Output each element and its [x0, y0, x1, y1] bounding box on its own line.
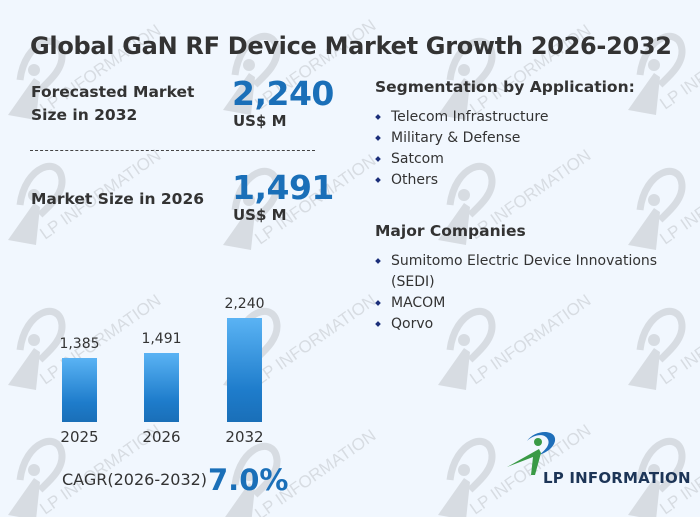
bar-value-label: 2,240 [224, 296, 265, 312]
current-value: 1,491 [232, 168, 334, 207]
lp-information-logo-icon [507, 432, 556, 475]
bar-2032 [227, 318, 262, 422]
forecast-label-line1: Forecasted Market [31, 83, 195, 101]
forecast-label: Forecasted Market Size in 2032 [31, 81, 194, 127]
lp-watermark: LP INFORMATION [620, 150, 700, 260]
list-item-text: MACOM [391, 295, 446, 311]
list-item-text: Others [391, 172, 439, 188]
list-item: MACOM [375, 293, 675, 314]
svg-text:LP INFORMATION: LP INFORMATION [656, 151, 700, 249]
companies-list: Sumitomo Electric Device Innovations (SE… [375, 251, 675, 335]
list-item: Satcom [375, 149, 548, 170]
cagr-value: 7.0% [208, 463, 289, 497]
bullet-icon [375, 258, 381, 264]
list-item-text: Satcom [391, 151, 444, 167]
current-label: Market Size in 2026 [31, 190, 205, 208]
segmentation-list: Telecom Infrastructure Military & Defense… [375, 107, 548, 191]
lp-information-logo: LP INFORMATION [505, 427, 691, 497]
list-item: Others [375, 170, 548, 191]
forecast-label-line2: Size in 2032 [31, 106, 138, 124]
bullet-icon [375, 300, 381, 306]
forecast-unit: US$ M [233, 112, 287, 130]
bullet-icon [375, 177, 381, 183]
current-unit: US$ M [233, 206, 287, 224]
x-tick-label: 2025 [60, 428, 99, 446]
page-title: Global GaN RF Device Market Growth 2026-… [30, 32, 672, 60]
list-item-text: Telecom Infrastructure [391, 109, 549, 125]
kpi-divider [30, 150, 315, 151]
bullet-icon [375, 114, 381, 120]
logo-text: LP INFORMATION [543, 469, 691, 487]
list-item: Telecom Infrastructure [375, 107, 548, 128]
bar-value-label: 1,491 [141, 331, 182, 347]
market-size-bar-chart: 1,385 2025 1,491 2026 2,240 2032 [0, 290, 300, 450]
x-tick-label: 2032 [225, 428, 264, 446]
x-tick-label: 2026 [142, 428, 181, 446]
list-item-text: Military & Defense [391, 130, 521, 146]
segmentation-title: Segmentation by Application: [375, 78, 635, 96]
bar-value-label: 1,385 [59, 336, 100, 352]
bullet-icon [375, 135, 381, 141]
list-item: Military & Defense [375, 128, 548, 149]
lp-watermark-icon: LP INFORMATION [628, 151, 700, 250]
svg-text:LP INFORMATION: LP INFORMATION [656, 16, 700, 114]
companies-title: Major Companies [375, 222, 526, 240]
bar-2026 [144, 353, 179, 422]
bar-2025 [62, 358, 97, 422]
list-item-text: Sumitomo Electric Device Innovations (SE… [391, 253, 658, 290]
list-item-text: Qorvo [391, 316, 434, 332]
forecast-value: 2,240 [232, 74, 334, 113]
list-item: Sumitomo Electric Device Innovations (SE… [375, 251, 675, 293]
bullet-icon [375, 321, 381, 327]
bullet-icon [375, 156, 381, 162]
cagr-label: CAGR(2026-2032) [62, 470, 208, 489]
list-item: Qorvo [375, 314, 675, 335]
